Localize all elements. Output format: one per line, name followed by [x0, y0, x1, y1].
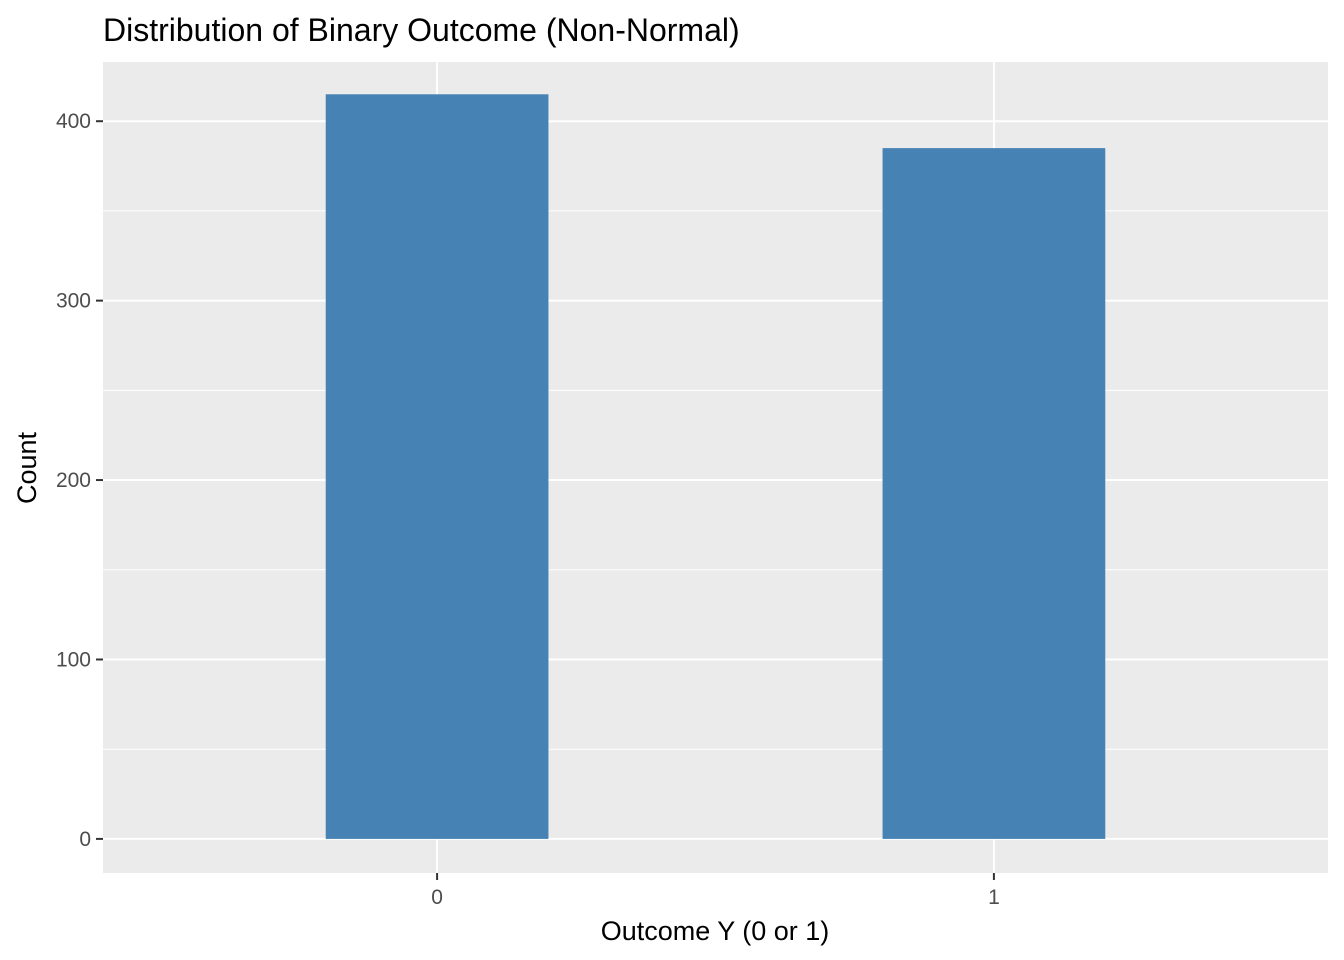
- y-tick-label: 0: [79, 828, 91, 851]
- y-tick-label: 100: [56, 648, 91, 671]
- axes: 0 100 200 300 400 0 1: [56, 110, 1000, 909]
- bar-1: [882, 148, 1106, 839]
- x-tick-label: 0: [431, 886, 443, 909]
- chart-title: Distribution of Binary Outcome (Non-Norm…: [103, 12, 740, 48]
- bar-0: [325, 94, 549, 839]
- plot-panel: [103, 62, 1328, 873]
- y-tick-label: 200: [56, 469, 91, 492]
- y-tick-label: 300: [56, 290, 91, 313]
- y-tick-label: 400: [56, 110, 91, 133]
- y-axis-title: Count: [12, 431, 42, 504]
- x-axis-title: Outcome Y (0 or 1): [601, 916, 830, 946]
- bars: [325, 94, 1106, 839]
- x-tick-label: 1: [988, 886, 1000, 909]
